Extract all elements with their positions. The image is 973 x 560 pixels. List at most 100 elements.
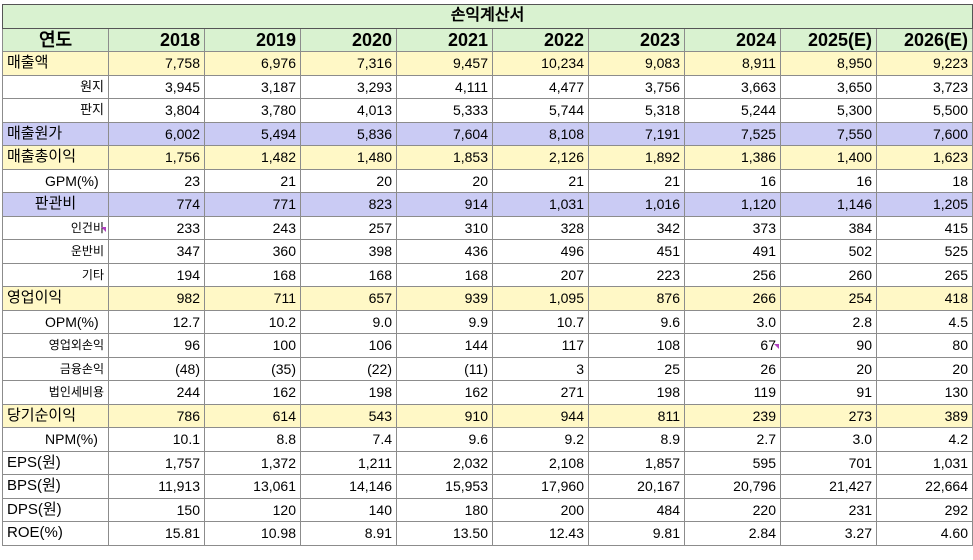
row-label: 영업이익 [2,286,109,311]
table-cell: 257 [300,215,397,240]
table-cell: 9.6 [588,309,685,334]
table-row: NPM(%) 10.1 8.8 7.4 9.6 9.2 8.9 2.7 3.0 4.2 [2,427,973,452]
table-row: 인건비 233 243 257 310 328 342 373 384 415 [2,215,973,240]
table-cell: 10.98 [204,521,301,546]
table-cell: 6,976 [204,51,301,76]
table-cell: 9,083 [588,51,685,76]
table-cell: 914 [396,192,493,217]
table-cell: 239 [684,403,781,428]
table-cell: 100 [204,333,301,358]
table-cell: 3.0 [684,309,781,334]
table-cell: 11,913 [108,474,205,499]
table-cell: 7,525 [684,121,781,146]
table-cell: 168 [396,262,493,287]
table-cell: 150 [108,497,205,522]
row-label: 판관비 [2,192,109,217]
table-cell: 384 [780,215,877,240]
table-cell: 5,744 [492,98,589,123]
table-cell: 811 [588,403,685,428]
table-cell: 10,234 [492,51,589,76]
table-row: BPS(원) 11,913 13,061 14,146 15,953 17,960 20,1… [2,474,973,499]
header-year-label: 연도 [2,27,109,52]
table-cell: 223 [588,262,685,287]
table-cell: 220 [684,497,781,522]
table-cell: 4,111 [396,74,493,99]
table-cell: 80 [876,333,973,358]
table-cell: 774 [108,192,205,217]
table-cell: 198 [300,380,397,405]
row-label: 금융손익 [2,356,109,381]
table-cell: 67 [684,333,781,358]
table-cell: 180 [396,497,493,522]
table-cell: 8.8 [204,427,301,452]
table-cell: (48) [108,356,205,381]
table-row: 금융손익 (48) (35) (22) (11) 3 25 26 20 20 [2,356,973,381]
table-cell: 418 [876,286,973,311]
table-cell: 21 [204,168,301,193]
table-cell: 3 [492,356,589,381]
table-row: GPM(%) 23 21 20 20 21 21 16 16 18 [2,168,973,193]
table-cell: 1,372 [204,450,301,475]
table-cell: 657 [300,286,397,311]
row-label: ROE(%) [2,521,109,546]
table-cell: 944 [492,403,589,428]
table-cell: 786 [108,403,205,428]
table-cell: 502 [780,239,877,264]
table-cell: 7,758 [108,51,205,76]
table-cell: 5,494 [204,121,301,146]
table-cell: 266 [684,286,781,311]
comment-indicator [101,227,106,232]
table-cell: 12.43 [492,521,589,546]
table-cell: 9.9 [396,309,493,334]
table-cell: (35) [204,356,301,381]
table-cell: 3,723 [876,74,973,99]
table-cell: 4,477 [492,74,589,99]
table-cell: 9.81 [588,521,685,546]
table-cell: 260 [780,262,877,287]
table-cell: 23 [108,168,205,193]
row-label: 인건비 [2,215,109,240]
table-cell: 20 [876,356,973,381]
table-cell: 119 [684,380,781,405]
table-cell: 5,836 [300,121,397,146]
table-cell: 10.1 [108,427,205,452]
table-cell: 231 [780,497,877,522]
table-row: DPS(원) 150 120 140 180 200 484 220 231 292 [2,497,973,522]
table-cell: 7,550 [780,121,877,146]
table-cell: 198 [588,380,685,405]
table-cell: 16 [684,168,781,193]
table-cell: 271 [492,380,589,405]
table-cell: 273 [780,403,877,428]
table-cell: 15.81 [108,521,205,546]
table-cell: 130 [876,380,973,405]
table-cell: 1,031 [876,450,973,475]
table-cell: 4.5 [876,309,973,334]
row-label: NPM(%) [2,427,109,452]
table-cell: 7,191 [588,121,685,146]
table-cell: 20,167 [588,474,685,499]
table-row: 영업외손익 96 100 106 144 117 108 67 90 80 [2,333,973,358]
table-cell: 3,756 [588,74,685,99]
row-label: 매출액 [2,51,109,76]
table-cell: 595 [684,450,781,475]
table-cell: 15,953 [396,474,493,499]
table-cell: 120 [204,497,301,522]
table-cell: 3.0 [780,427,877,452]
table-cell: 543 [300,403,397,428]
table-cell: 491 [684,239,781,264]
table-cell: 90 [780,333,877,358]
table-cell: 2,108 [492,450,589,475]
table-cell: 939 [396,286,493,311]
header-year: 2021 [396,27,493,52]
header-year: 2026(E) [876,27,973,52]
table-row: 원지 3,945 3,187 3,293 4,111 4,477 3,756 3,663 3,6… [2,74,973,99]
table-cell: 243 [204,215,301,240]
table-row: 법인세비용 244 162 198 162 271 198 119 91 130 [2,380,973,405]
table-cell: 1,400 [780,145,877,170]
header-year: 2022 [492,27,589,52]
table-cell: 8,950 [780,51,877,76]
table-cell: 823 [300,192,397,217]
table-cell: 910 [396,403,493,428]
table-cell: 2.84 [684,521,781,546]
table-cell: 4.2 [876,427,973,452]
